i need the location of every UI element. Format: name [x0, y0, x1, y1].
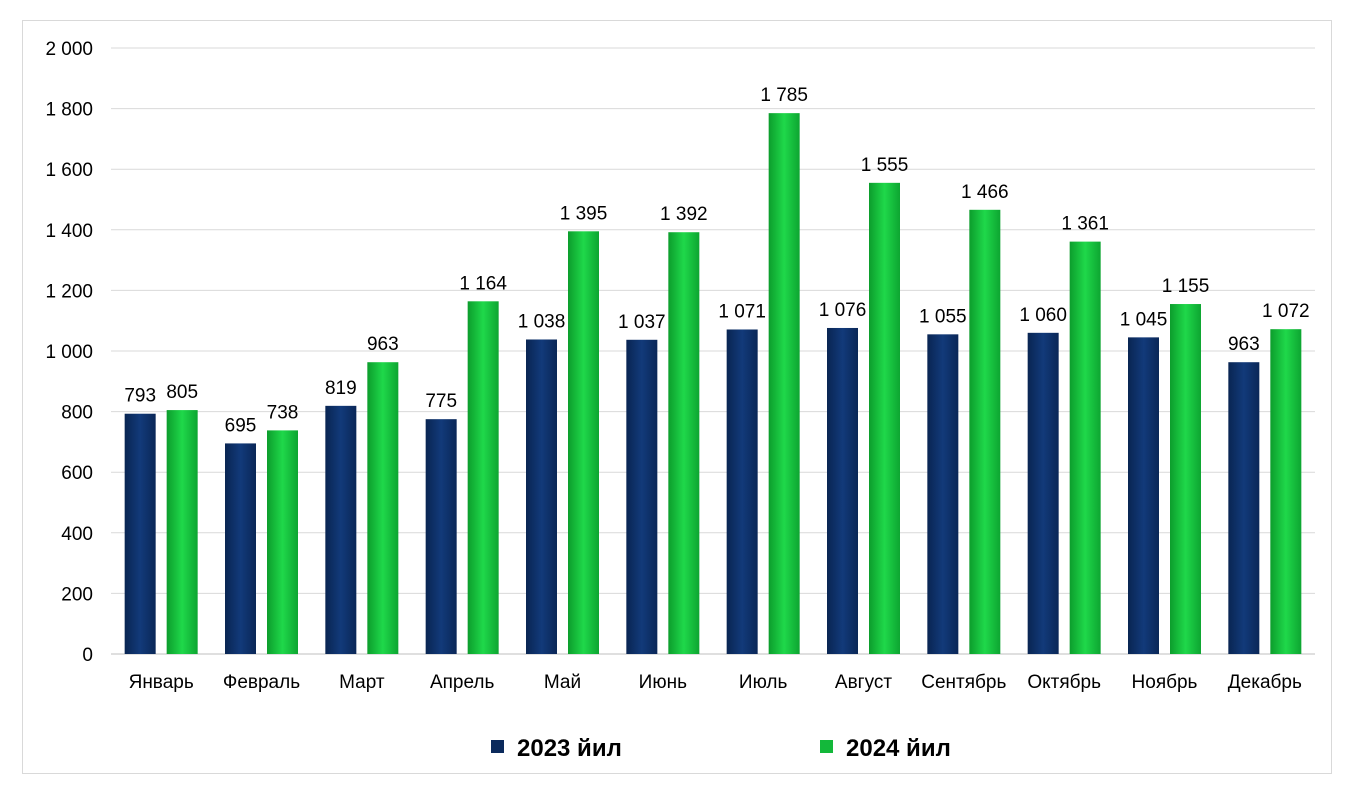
- data-label: 1 395: [560, 203, 608, 224]
- legend-label: 2024 йил: [846, 735, 951, 762]
- data-label: 1 164: [459, 273, 507, 294]
- data-label: 695: [225, 415, 257, 436]
- x-category-label: Июль: [739, 672, 788, 693]
- data-labels: 793 805 695 738 819 963 775 1 164 1 038 1 395 1 03…: [124, 85, 1309, 436]
- x-axis-categories: Январь Февраль Март Апрель Май Июнь Июль Август…: [129, 672, 1302, 693]
- data-label: 1 045: [1120, 309, 1168, 330]
- bar-series-1: [225, 443, 256, 654]
- data-label: 793: [124, 386, 156, 407]
- legend-swatch: [820, 740, 833, 753]
- bar-series-1: [425, 419, 457, 654]
- x-category-label: Сентябрь: [921, 672, 1006, 693]
- legend-swatch: [491, 740, 504, 753]
- bar-series-1: [526, 339, 557, 654]
- bar-series-2: [768, 113, 800, 654]
- x-category-label: Май: [544, 672, 581, 693]
- y-tick-label: 600: [61, 463, 93, 484]
- bar-series-1: [927, 334, 959, 654]
- bar-series-1: [124, 413, 156, 654]
- data-label: 738: [267, 402, 299, 423]
- bar-series-1: [1128, 337, 1159, 654]
- legend: 2023 йил 2024 йил: [491, 735, 951, 762]
- legend-label: 2023 йил: [517, 735, 622, 762]
- x-category-label: Ноябрь: [1132, 672, 1198, 693]
- bar-series-2: [166, 410, 198, 654]
- bar-series-1: [1027, 332, 1059, 654]
- y-tick-label: 1 200: [45, 281, 93, 302]
- x-category-label: Апрель: [430, 672, 495, 693]
- data-label: 1 072: [1262, 301, 1310, 322]
- bar-series-2: [869, 182, 900, 654]
- data-label: 1 076: [819, 300, 867, 321]
- x-category-label: Февраль: [223, 672, 300, 693]
- y-tick-label: 200: [61, 584, 93, 605]
- bar-series-2: [568, 231, 599, 654]
- y-tick-label: 1 800: [45, 100, 93, 121]
- y-tick-label: 800: [61, 403, 93, 424]
- y-tick-label: 2 000: [45, 39, 93, 60]
- data-label: 1 785: [760, 85, 808, 106]
- bar-series-2: [668, 232, 700, 654]
- bar-series-1: [726, 329, 758, 654]
- bar-series-2: [1069, 241, 1101, 654]
- data-label: 1 466: [961, 182, 1009, 203]
- bar-chart: 0 200 400 600 800 1 000 1 200 1 400 1 600 1 800 2 …: [45, 39, 1315, 762]
- y-axis-ticks: 0 200 400 600 800 1 000 1 200 1 400 1 600 1 800 2 …: [45, 39, 93, 666]
- bar-series-2: [1270, 329, 1302, 654]
- x-category-label: Декабрь: [1228, 672, 1302, 693]
- bar-series-2: [467, 301, 499, 654]
- bars: [124, 113, 1302, 654]
- bar-series-2: [1170, 304, 1201, 654]
- data-label: 963: [1228, 334, 1260, 355]
- x-category-label: Август: [835, 672, 892, 693]
- x-category-label: Январь: [129, 672, 194, 693]
- bar-series-2: [969, 209, 1001, 654]
- gridlines: [111, 47, 1315, 655]
- x-category-label: Октябрь: [1027, 672, 1101, 693]
- data-label: 775: [425, 391, 457, 412]
- y-tick-label: 0: [82, 645, 93, 666]
- y-tick-label: 1 600: [45, 160, 93, 181]
- data-label: 1 055: [919, 306, 967, 327]
- data-label: 963: [367, 334, 399, 355]
- bar-series-1: [827, 327, 858, 654]
- chart-frame: 0 200 400 600 800 1 000 1 200 1 400 1 600 1 800 2 …: [22, 20, 1332, 774]
- bar-series-2: [267, 430, 298, 654]
- data-label: 1 392: [660, 204, 708, 225]
- y-tick-label: 400: [61, 524, 93, 545]
- data-label: 1 555: [861, 155, 909, 176]
- data-label: 1 155: [1162, 276, 1210, 297]
- data-label: 1 071: [718, 301, 766, 322]
- x-category-label: Июнь: [639, 672, 687, 693]
- bar-series-1: [626, 339, 658, 654]
- x-category-label: Март: [339, 672, 385, 693]
- data-label: 1 060: [1019, 305, 1067, 326]
- data-label: 1 037: [618, 312, 666, 333]
- data-label: 1 038: [518, 311, 566, 332]
- bar-series-2: [367, 362, 399, 654]
- y-tick-label: 1 000: [45, 342, 93, 363]
- bar-series-1: [325, 405, 357, 654]
- data-label: 819: [325, 378, 357, 399]
- data-label: 1 361: [1061, 214, 1109, 235]
- data-label: 805: [166, 382, 198, 403]
- bar-series-1: [1228, 362, 1260, 654]
- y-tick-label: 1 400: [45, 221, 93, 242]
